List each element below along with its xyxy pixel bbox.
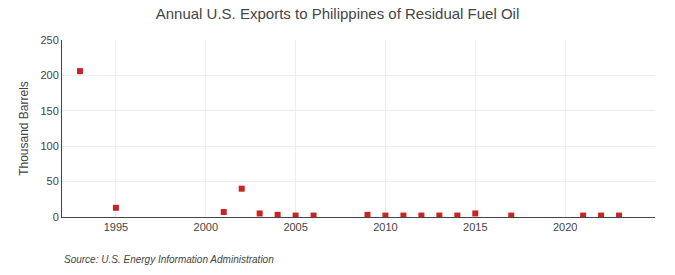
svg-text:2000: 2000	[194, 221, 218, 233]
svg-text:Annual U.S. Exports to Philipp: Annual U.S. Exports to Philippines of Re…	[156, 5, 520, 22]
svg-text:1995: 1995	[104, 221, 128, 233]
svg-text:100: 100	[40, 140, 58, 152]
svg-text:0: 0	[53, 211, 59, 223]
svg-text:2005: 2005	[283, 221, 307, 233]
svg-text:200: 200	[40, 69, 58, 81]
svg-text:Thousand Barrels: Thousand Barrels	[17, 81, 31, 176]
svg-text:2020: 2020	[553, 221, 577, 233]
svg-text:150: 150	[40, 105, 58, 117]
svg-text:50: 50	[47, 175, 59, 187]
svg-text:250: 250	[40, 34, 58, 46]
svg-text:2015: 2015	[463, 221, 487, 233]
svg-text:Source: U.S. Energy Informatio: Source: U.S. Energy Information Administ…	[64, 254, 274, 265]
svg-text:2010: 2010	[373, 221, 397, 233]
